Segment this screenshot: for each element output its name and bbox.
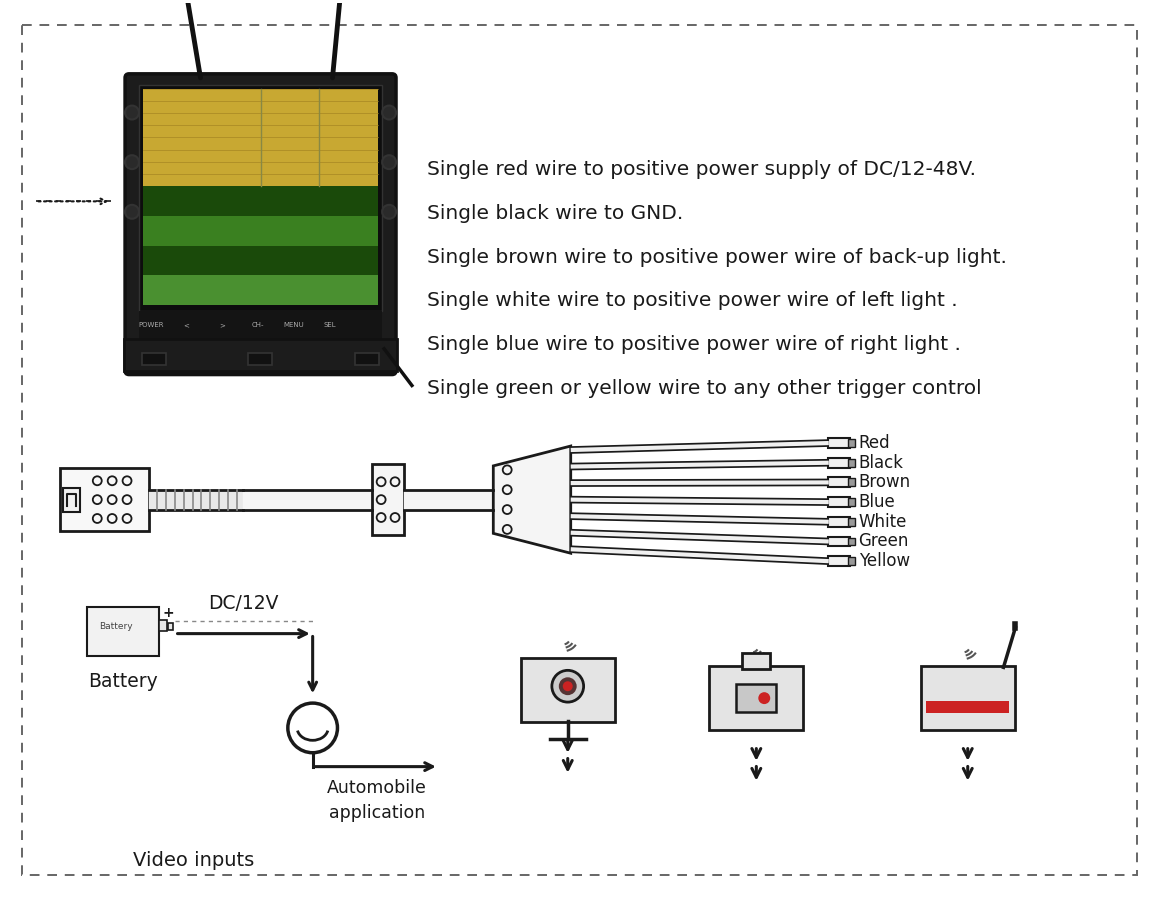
- Bar: [142, 353, 166, 364]
- Text: Video inputs: Video inputs: [133, 851, 255, 870]
- Circle shape: [382, 105, 396, 120]
- Text: Single green or yellow wire to any other trigger control: Single green or yellow wire to any other…: [426, 379, 981, 398]
- Circle shape: [125, 205, 139, 219]
- Bar: [142, 186, 378, 305]
- Text: Single black wire to GND.: Single black wire to GND.: [426, 203, 683, 223]
- FancyBboxPatch shape: [521, 658, 614, 723]
- Bar: [828, 517, 849, 526]
- Text: DC/12V: DC/12V: [208, 594, 279, 613]
- Bar: [139, 85, 382, 311]
- FancyBboxPatch shape: [125, 74, 396, 374]
- Bar: [848, 439, 855, 447]
- Text: White: White: [858, 513, 906, 531]
- Circle shape: [125, 105, 139, 120]
- FancyBboxPatch shape: [709, 666, 804, 731]
- Text: Battery: Battery: [99, 622, 133, 631]
- Bar: [737, 684, 777, 712]
- Text: Single blue wire to positive power wire of right light .: Single blue wire to positive power wire …: [426, 335, 960, 354]
- Bar: [926, 701, 1009, 713]
- Text: Single white wire to positive power wire of left light .: Single white wire to positive power wire…: [426, 292, 958, 310]
- Bar: [828, 478, 849, 488]
- Circle shape: [382, 205, 396, 219]
- Bar: [168, 623, 173, 630]
- Text: Automobile
application: Automobile application: [327, 778, 427, 822]
- Polygon shape: [493, 446, 571, 554]
- Bar: [828, 536, 849, 546]
- Text: Red: Red: [858, 434, 890, 452]
- Bar: [124, 338, 397, 371]
- Bar: [142, 216, 378, 246]
- Bar: [828, 458, 849, 468]
- Bar: [139, 311, 382, 338]
- Bar: [828, 438, 849, 448]
- Circle shape: [563, 681, 572, 691]
- Bar: [60, 468, 148, 531]
- Bar: [828, 497, 849, 507]
- Text: Blue: Blue: [858, 493, 896, 511]
- Text: Battery: Battery: [89, 672, 158, 691]
- Circle shape: [125, 155, 139, 169]
- Bar: [373, 464, 404, 536]
- Bar: [848, 537, 855, 545]
- Circle shape: [758, 692, 770, 704]
- Bar: [142, 89, 378, 186]
- Bar: [848, 557, 855, 565]
- Text: POWER: POWER: [138, 322, 164, 328]
- Bar: [828, 556, 849, 566]
- Bar: [848, 459, 855, 467]
- Circle shape: [558, 678, 577, 695]
- Bar: [142, 275, 378, 305]
- Text: <: <: [183, 322, 189, 328]
- Bar: [159, 620, 167, 631]
- Text: Yellow: Yellow: [858, 553, 910, 571]
- Text: MENU: MENU: [284, 322, 304, 328]
- Text: CH-: CH-: [252, 322, 264, 328]
- Bar: [848, 498, 855, 506]
- Circle shape: [551, 670, 584, 702]
- FancyBboxPatch shape: [920, 666, 1015, 731]
- Text: SEL: SEL: [324, 322, 336, 328]
- Bar: [142, 186, 378, 216]
- Text: >: >: [220, 322, 225, 328]
- Text: Single red wire to positive power supply of DC/12-48V.: Single red wire to positive power supply…: [426, 160, 975, 179]
- Bar: [142, 246, 378, 275]
- Bar: [848, 479, 855, 486]
- Circle shape: [382, 155, 396, 169]
- Text: Single brown wire to positive power wire of back-up light.: Single brown wire to positive power wire…: [426, 248, 1007, 266]
- Text: Green: Green: [858, 533, 909, 551]
- Text: Brown: Brown: [858, 473, 911, 491]
- Bar: [355, 353, 380, 364]
- Bar: [88, 607, 159, 656]
- Text: Black: Black: [858, 454, 904, 472]
- Bar: [848, 518, 855, 526]
- Bar: [248, 353, 272, 364]
- Text: +: +: [162, 606, 174, 620]
- Bar: [63, 488, 81, 511]
- Bar: [743, 653, 770, 670]
